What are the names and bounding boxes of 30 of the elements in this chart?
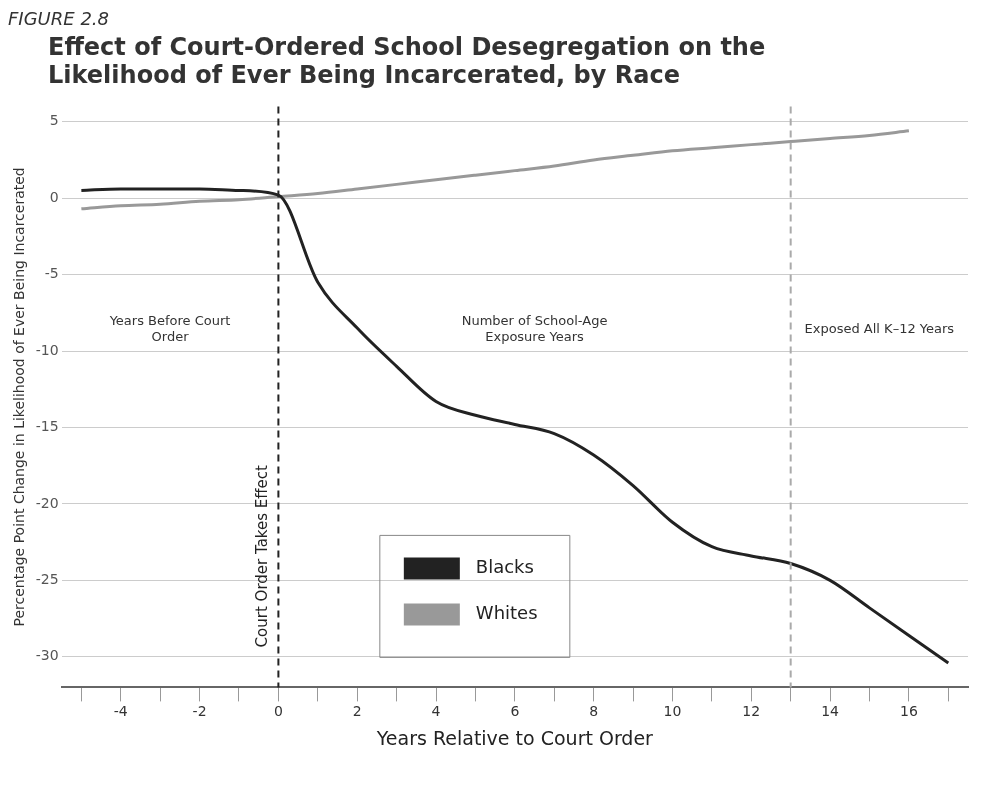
legend-label: Whites xyxy=(475,602,538,624)
y-tick-label: -25 xyxy=(35,571,59,588)
y-tick-label: 0 xyxy=(49,188,59,205)
x-tick-label: 4 xyxy=(431,703,441,720)
chart-title: Effect of Court-Ordered School Desegregation on the Likelihood of Ever Being Incarcerated, by Race xyxy=(48,33,767,89)
line-series xyxy=(79,129,911,211)
x-axis-title: Years Relative to Court Order xyxy=(375,726,654,749)
x-tick-label: -2 xyxy=(192,703,207,720)
x-tick-label: 14 xyxy=(821,703,840,720)
annotation: Years Before Court Order xyxy=(108,312,231,344)
y-tick-label: -10 xyxy=(35,341,59,358)
ref-line-label: Court Order Takes Effect xyxy=(252,464,271,648)
x-tick-label: 2 xyxy=(352,703,362,720)
y-tick-label: -5 xyxy=(44,265,59,282)
y-axis-title: Percentage Point Change in Likelihood of Ever Being Incarcerated xyxy=(11,167,28,627)
x-tick-label: 12 xyxy=(742,703,761,720)
x-tick-label: 0 xyxy=(273,703,283,720)
x-tick-label: 16 xyxy=(899,703,918,720)
legend-label: Blacks xyxy=(475,556,534,578)
y-tick-label: -20 xyxy=(35,494,59,511)
annotation: Number of School-Age Exposure Years xyxy=(461,312,608,344)
annotation: Exposed All K–12 Years xyxy=(804,320,955,336)
y-tick-label: 5 xyxy=(49,112,59,129)
caption: FIGURE 2.8 xyxy=(8,8,110,29)
y-tick-label: -15 xyxy=(35,418,59,435)
x-tick-label: 8 xyxy=(589,703,599,720)
x-tick-label: 10 xyxy=(663,703,682,720)
y-tick-label: -30 xyxy=(35,647,59,664)
x-tick-label: -4 xyxy=(113,703,128,720)
x-tick-label: 6 xyxy=(510,703,520,720)
